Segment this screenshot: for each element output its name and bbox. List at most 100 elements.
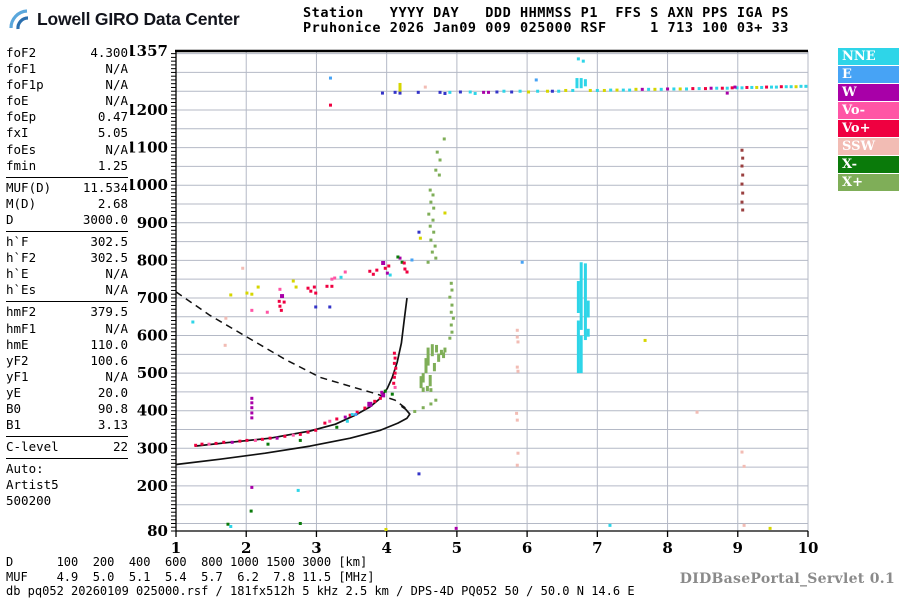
echo-bar — [429, 388, 433, 392]
echo-point — [534, 78, 538, 82]
echo-point — [250, 401, 254, 405]
echo-point — [280, 294, 285, 299]
echo-point — [571, 88, 575, 92]
echo-bar — [421, 387, 425, 392]
echo-bar — [424, 358, 428, 374]
parameter-value: 0.47 — [97, 109, 128, 125]
parameter-value: 20.0 — [97, 384, 128, 400]
echo-point — [515, 365, 519, 369]
echo-point — [393, 371, 397, 375]
echo-point — [745, 85, 749, 89]
echo-point — [621, 88, 625, 92]
echo-point — [400, 260, 404, 264]
parameter-label: B0 — [6, 400, 22, 416]
echo-point — [442, 137, 446, 141]
echo-point — [282, 300, 286, 304]
y-tick-label: 300 — [137, 439, 168, 457]
echo-point — [398, 91, 402, 95]
echo-point — [345, 419, 349, 423]
parameter-value: 4.300 — [90, 45, 128, 60]
echo-point — [245, 438, 249, 442]
echo-point — [448, 336, 452, 340]
echo-point — [449, 281, 453, 285]
echo-point — [434, 256, 438, 260]
echo-point — [725, 91, 729, 95]
echo-point — [741, 191, 745, 195]
echo-point — [296, 488, 300, 492]
echo-point — [755, 85, 759, 89]
echo-point — [581, 59, 585, 63]
echo-point — [740, 164, 744, 168]
echo-point — [510, 90, 514, 94]
echo-point — [256, 285, 260, 289]
echo-point — [375, 268, 379, 272]
parameter-label: C-level — [6, 439, 59, 455]
echo-point — [339, 275, 343, 279]
echo-point — [241, 266, 245, 270]
echo-point — [550, 89, 554, 93]
parameter-row: foF1p N/A — [6, 77, 128, 93]
servlet-version-label: DIDBasePortal_Servlet 0.1 — [679, 571, 895, 587]
echo-point — [433, 244, 437, 248]
parameter-label: foF2 — [6, 45, 37, 60]
echo-point — [392, 381, 396, 385]
echo-point — [249, 509, 253, 513]
echo-point — [417, 230, 421, 234]
echo-point — [367, 401, 373, 407]
echo-point — [495, 90, 499, 94]
echo-point — [720, 86, 724, 90]
echo-point — [384, 527, 388, 531]
parameter-label: Auto: — [6, 461, 44, 477]
ionogram-chart: 1357120011001000900800700600500400300200… — [126, 42, 818, 557]
echo-point — [312, 285, 316, 289]
parameter-row: C-level 22 — [6, 439, 128, 455]
echo-point — [403, 267, 407, 271]
echo-point — [715, 86, 719, 90]
echo-point — [309, 289, 313, 293]
echo-point — [423, 85, 427, 89]
echo-point — [520, 260, 524, 264]
echo-bar — [579, 262, 583, 330]
parameter-label: foF1 — [6, 61, 37, 77]
echo-point — [368, 269, 372, 273]
echo-point — [666, 87, 670, 91]
echo-point — [390, 392, 394, 396]
echo-point — [328, 305, 332, 309]
echo-point — [328, 419, 332, 423]
y-tick-label: 500 — [137, 364, 168, 382]
echo-point — [405, 270, 409, 274]
echo-point — [454, 526, 458, 530]
parameter-row: foEp 0.47 — [6, 109, 128, 125]
ionogram-plot-area: 1357 1200 1100 1000 900 800 700 600 500 400 300 200… — [126, 40, 830, 564]
parameter-value: 110.0 — [90, 336, 128, 352]
parameter-label: h`E — [6, 266, 29, 282]
echo-point — [343, 270, 347, 274]
echo-point — [515, 463, 519, 467]
x-tick-label: 7 — [592, 539, 602, 557]
echo-point — [392, 351, 396, 355]
echo-point — [437, 173, 441, 177]
echo-point — [740, 148, 744, 152]
y-tick-label: 800 — [137, 251, 168, 269]
echo-point — [253, 438, 257, 442]
echo-point — [306, 286, 310, 290]
echo-point — [238, 439, 242, 443]
parameter-label: foEp — [6, 109, 37, 125]
echo-point — [381, 393, 386, 398]
echo-point — [789, 85, 793, 89]
echo-point — [449, 310, 453, 314]
parameter-label: fxI — [6, 125, 29, 141]
echo-point — [314, 428, 318, 432]
legend-item-E: E — [838, 66, 899, 83]
parameter-row: h`F2 302.5 — [6, 250, 128, 266]
echo-point — [709, 86, 713, 90]
panel-separator — [6, 301, 128, 303]
echo-point — [628, 88, 632, 92]
parameter-panel: foF2 4.300 foF1 N/A foF1p N/A foE N/A foEp 0.47 fx… — [6, 45, 128, 510]
echo-point — [250, 411, 254, 415]
header-columns-line: Station YYYY DAY DDD HHMMSS P1 FFS S AXN… — [303, 5, 789, 21]
parameter-row: yF1 N/A — [6, 369, 128, 385]
echo-point — [396, 255, 400, 259]
parameter-row: MUF(D) 11.534 — [6, 180, 128, 196]
parameter-label: Artist5 — [6, 477, 59, 493]
